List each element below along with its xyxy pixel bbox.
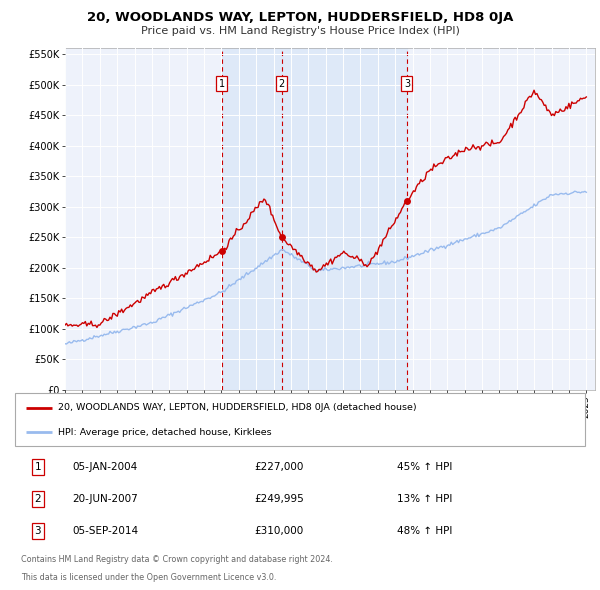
Text: 20, WOODLANDS WAY, LEPTON, HUDDERSFIELD, HD8 0JA (detached house): 20, WOODLANDS WAY, LEPTON, HUDDERSFIELD,… (58, 404, 416, 412)
Text: 05-SEP-2014: 05-SEP-2014 (72, 526, 138, 536)
Text: 20, WOODLANDS WAY, LEPTON, HUDDERSFIELD, HD8 0JA: 20, WOODLANDS WAY, LEPTON, HUDDERSFIELD,… (87, 11, 513, 24)
Text: £249,995: £249,995 (254, 494, 304, 504)
Text: 1: 1 (34, 463, 41, 472)
Text: HPI: Average price, detached house, Kirklees: HPI: Average price, detached house, Kirk… (58, 428, 271, 437)
Text: 05-JAN-2004: 05-JAN-2004 (72, 463, 137, 472)
Text: £310,000: £310,000 (254, 526, 304, 536)
Text: Price paid vs. HM Land Registry's House Price Index (HPI): Price paid vs. HM Land Registry's House … (140, 26, 460, 36)
Text: 3: 3 (404, 79, 410, 89)
Text: 20-JUN-2007: 20-JUN-2007 (72, 494, 138, 504)
Text: 3: 3 (34, 526, 41, 536)
Text: Contains HM Land Registry data © Crown copyright and database right 2024.: Contains HM Land Registry data © Crown c… (20, 555, 332, 564)
Text: £227,000: £227,000 (254, 463, 304, 472)
Text: 13% ↑ HPI: 13% ↑ HPI (397, 494, 452, 504)
Text: 45% ↑ HPI: 45% ↑ HPI (397, 463, 452, 472)
Text: 2: 2 (278, 79, 285, 89)
Text: 2: 2 (34, 494, 41, 504)
Text: 48% ↑ HPI: 48% ↑ HPI (397, 526, 452, 536)
Bar (222, 48, 281, 390)
Text: 1: 1 (219, 79, 225, 89)
Text: This data is licensed under the Open Government Licence v3.0.: This data is licensed under the Open Gov… (20, 573, 276, 582)
Bar (281, 48, 407, 390)
